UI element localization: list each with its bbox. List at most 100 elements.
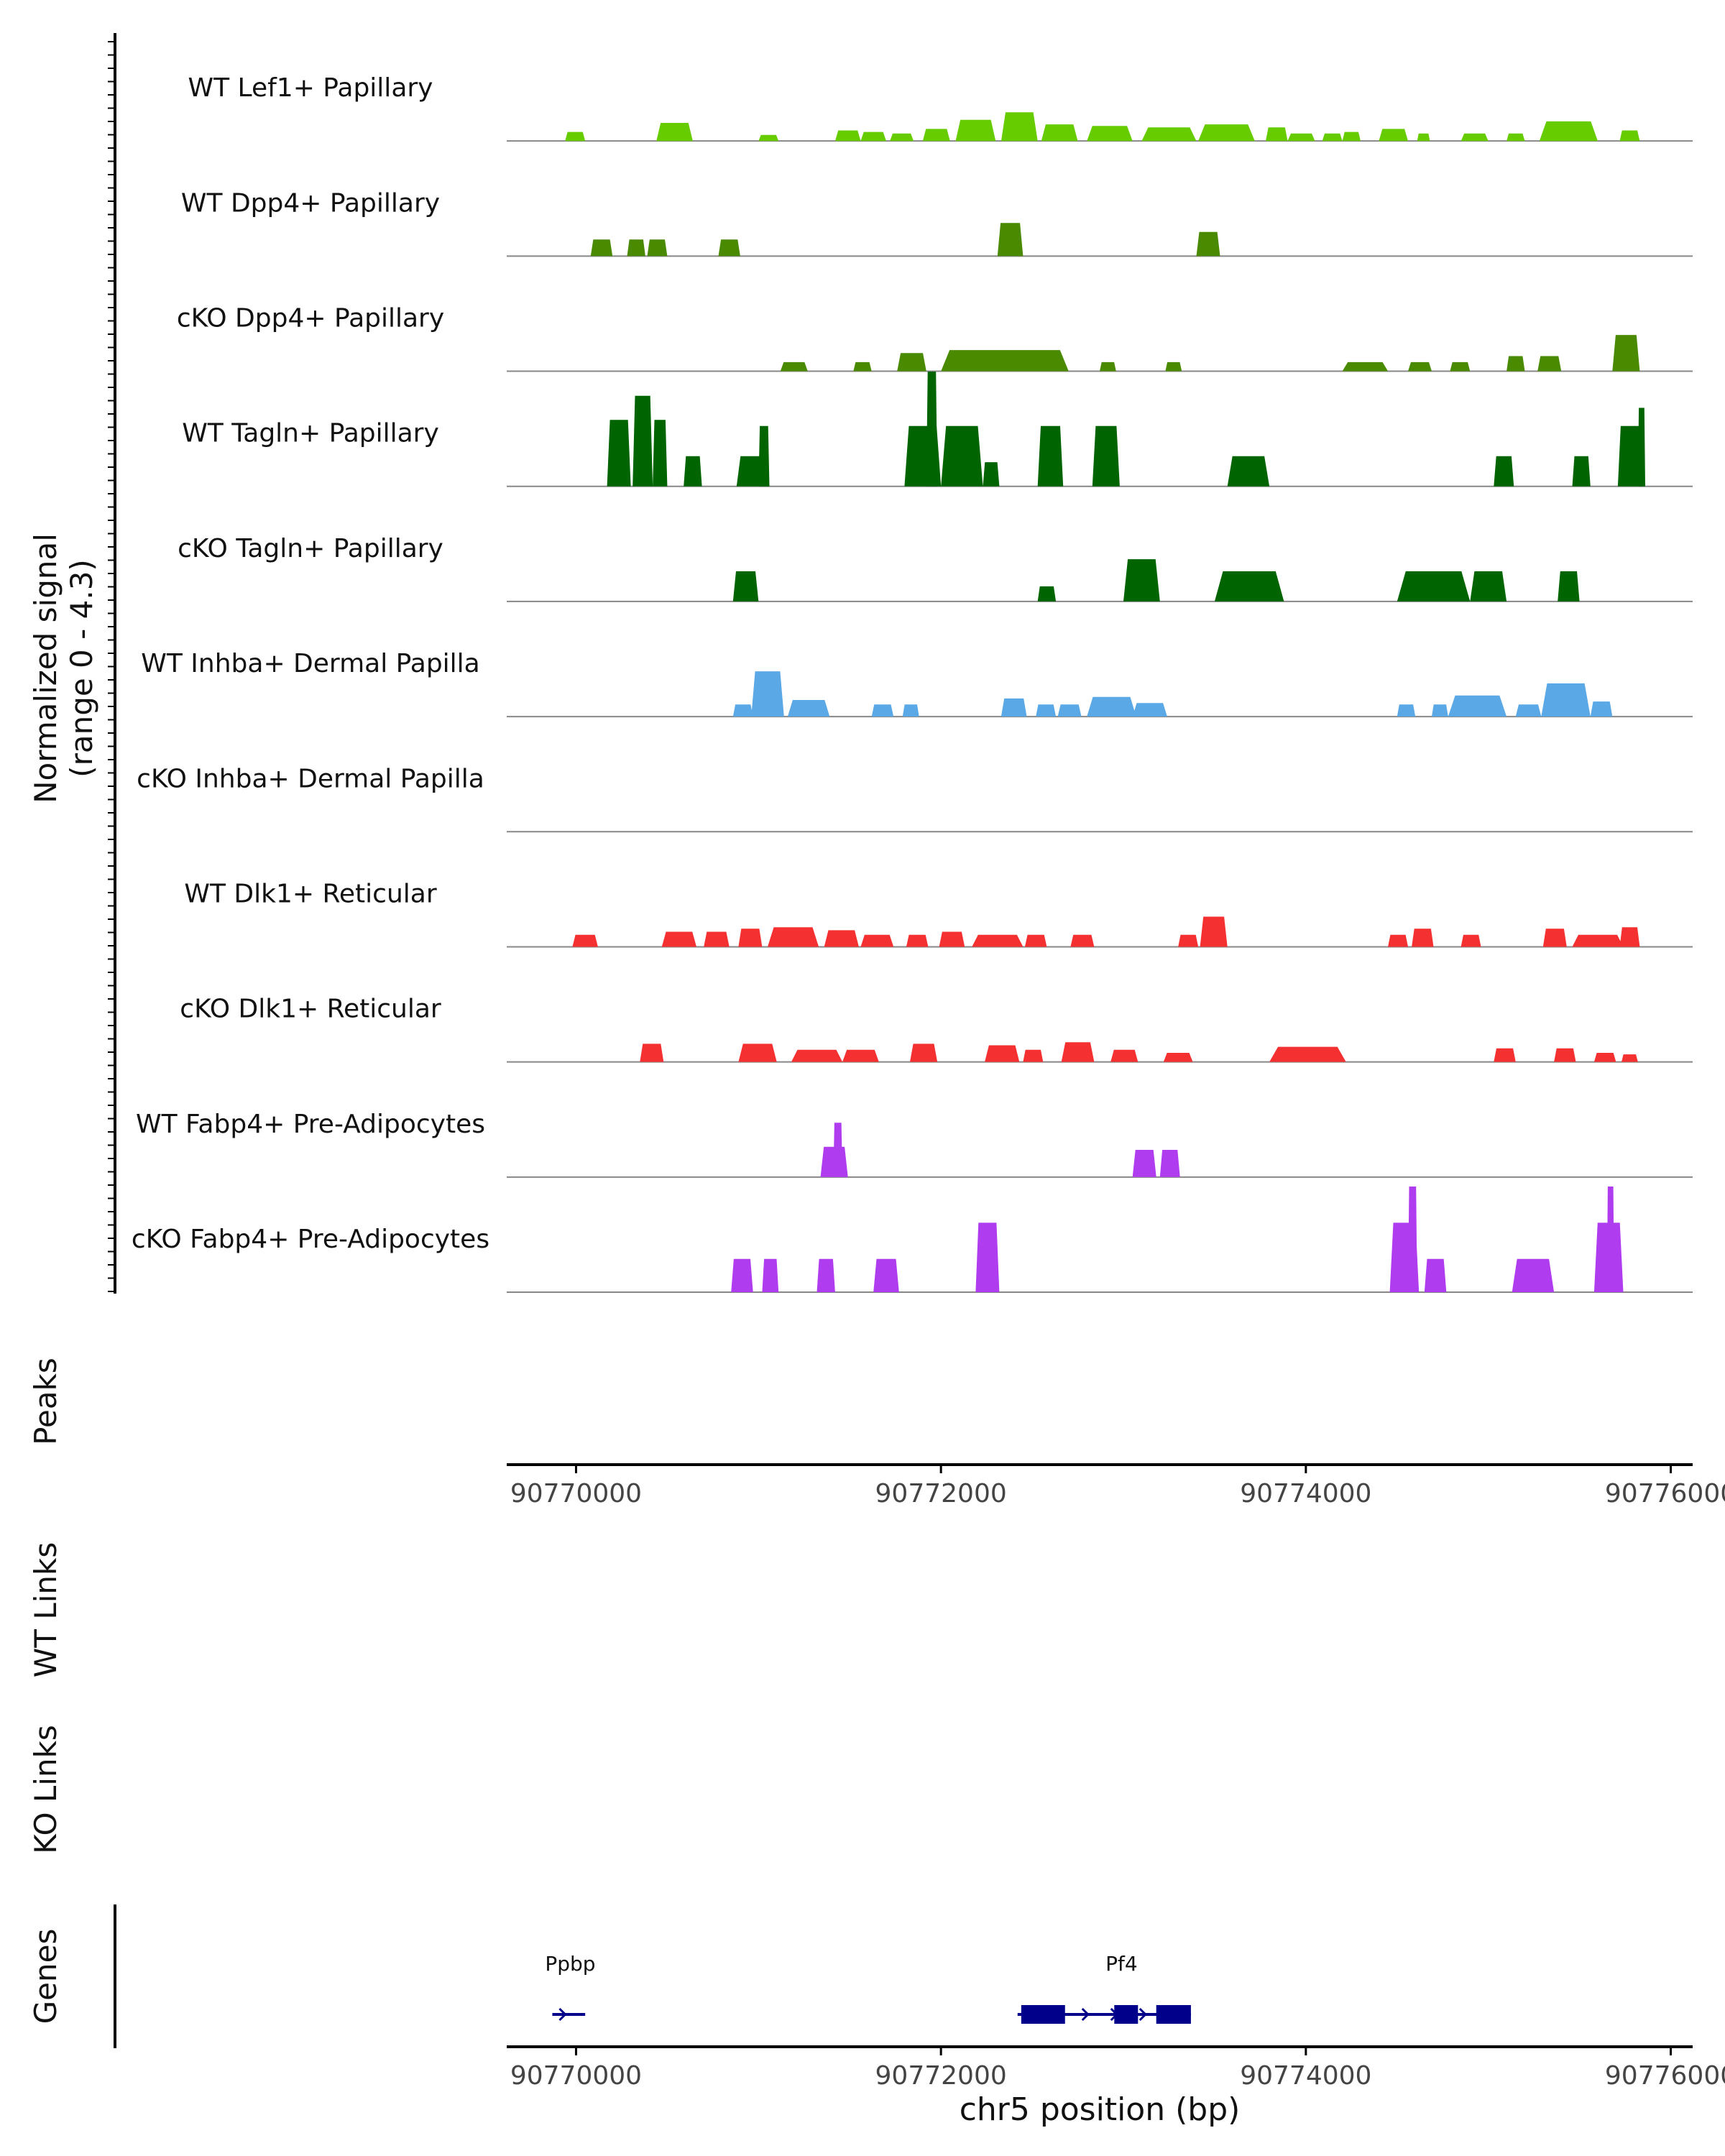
coverage-peak — [1000, 112, 1038, 142]
coverage-peak — [860, 132, 886, 142]
peaks-track-label: Peaks — [28, 1358, 63, 1445]
track-9: cKO Dlk1+ Reticular — [180, 995, 1693, 1063]
coverage-peak — [997, 223, 1024, 257]
coverage-peak — [1087, 126, 1133, 142]
coverage-peak — [1092, 425, 1120, 487]
coverage-peak — [816, 1258, 835, 1292]
track-label: cKO Tagln+ Papillary — [178, 534, 443, 563]
track-1: WT Lef1+ Papillary — [188, 73, 1693, 142]
coverage-peak — [1159, 1150, 1180, 1177]
coverage-peak — [1397, 571, 1471, 602]
x-axis-peaks: 90770000 90772000 90774000 90776000 — [507, 1463, 1725, 1508]
coverage-peak — [1617, 425, 1642, 487]
coverage-peak — [972, 934, 1024, 947]
coverage-peak — [1554, 1048, 1576, 1062]
track-7: cKO Inhba+ Dermal Papilla — [137, 764, 1693, 833]
track-label: WT Lef1+ Papillary — [188, 73, 433, 103]
coverage-peak — [1123, 559, 1160, 602]
coverage-peak — [1342, 132, 1361, 142]
coverage-peak — [565, 132, 586, 142]
coverage-peak — [1214, 571, 1284, 602]
coverage-peak — [1590, 701, 1613, 717]
coverage-peak — [627, 239, 645, 257]
coverage-peak — [684, 456, 702, 487]
coverage-peak — [768, 927, 819, 947]
coverage-peak — [1132, 1150, 1156, 1177]
coverage-peak — [791, 1049, 843, 1062]
y-axis-label: Normalized signal — [28, 533, 63, 803]
coverage-peak — [1379, 129, 1408, 142]
coverage-peak — [910, 1044, 938, 1062]
coverage-peak — [1198, 124, 1255, 142]
track-5: cKO Tagln+ Papillary — [178, 534, 1693, 602]
coverage-peak — [738, 929, 763, 947]
coverage-peak — [871, 704, 894, 717]
coverage-peak — [1537, 356, 1562, 372]
coverage-peak — [1000, 698, 1027, 717]
coverage-peak — [718, 239, 740, 257]
coverage-peak — [1266, 127, 1288, 142]
coverage-peak — [890, 133, 914, 142]
coverage-peak — [656, 123, 693, 142]
coverage-peak — [1023, 1049, 1044, 1062]
y-axis-title: Normalized signal (range 0 - 4.3) — [28, 533, 99, 803]
coverage-peak — [1196, 231, 1220, 257]
coverage-peak — [732, 704, 753, 717]
coverage-peak — [647, 239, 668, 257]
coverage-peak — [1450, 361, 1471, 372]
coverage-peak — [1412, 929, 1434, 947]
coverage-peak — [1227, 456, 1270, 487]
coverage-peak — [1606, 1187, 1614, 1292]
coverage-peak — [834, 130, 861, 142]
track-6: WT Inhba+ Dermal Papilla — [141, 649, 1693, 718]
coverage-peak — [751, 671, 784, 717]
ko-links-track-label: KO Links — [28, 1725, 63, 1854]
strand-arrow — [1081, 2007, 1090, 2022]
gene-exon — [1114, 2005, 1138, 2024]
track-label: WT Inhba+ Dermal Papilla — [141, 649, 479, 678]
coverage-peak — [1087, 696, 1136, 717]
track-label: cKO Dlk1+ Reticular — [180, 995, 441, 1024]
coverage-peak — [955, 119, 996, 142]
gene-annotations: Ppbp Pf4 — [545, 1952, 1191, 2024]
coverage-peak — [704, 931, 730, 947]
coverage-peak — [632, 395, 653, 487]
coverage-peak — [1432, 704, 1448, 717]
x-tick-label: 90774000 — [1240, 2061, 1371, 2091]
track-label: cKO Inhba+ Dermal Papilla — [137, 764, 484, 793]
x-axis-genes: 90770000 90772000 90774000 90776000 — [507, 2045, 1725, 2091]
coverage-peak — [824, 930, 859, 947]
coverage-peak — [842, 1049, 879, 1062]
coverage-peak — [1470, 571, 1507, 602]
coverage-peak — [1269, 1046, 1346, 1062]
coverage-peak — [897, 353, 926, 372]
track-8: WT Dlk1+ Reticular — [184, 879, 1693, 948]
coverage-peak — [1558, 571, 1580, 602]
coverage-peak — [758, 425, 770, 487]
coverage-peak — [590, 239, 613, 257]
coverage-peak — [1141, 127, 1197, 142]
coverage-peak — [1612, 335, 1640, 372]
track-label: cKO Dpp4+ Papillary — [177, 304, 444, 333]
coverage-peak — [941, 425, 983, 487]
coverage-peak — [1506, 133, 1525, 142]
coverage-peak — [758, 134, 779, 142]
coverage-peak — [787, 700, 830, 717]
coverage-peak — [983, 462, 1000, 487]
x-tick-label: 90772000 — [875, 2061, 1007, 2091]
coverage-peak — [1397, 704, 1416, 717]
track-label: WT Tagln+ Papillary — [182, 419, 439, 448]
coverage-peak — [922, 129, 950, 142]
coverage-peak — [1593, 1053, 1616, 1062]
coverage-peak — [738, 1044, 777, 1062]
track-label: WT Fabp4+ Pre-Adipocytes — [136, 1110, 485, 1139]
track-label: WT Dlk1+ Reticular — [184, 879, 436, 908]
coverage-peak — [780, 361, 808, 372]
gene-exon — [1156, 2005, 1191, 2024]
coverage-peak — [1515, 704, 1542, 717]
coverage-peak — [1541, 683, 1591, 717]
coverage-peak — [1024, 934, 1047, 947]
coverage-peak — [640, 1044, 664, 1062]
coverage-peak — [853, 361, 872, 372]
coverage-peak — [833, 1123, 843, 1177]
